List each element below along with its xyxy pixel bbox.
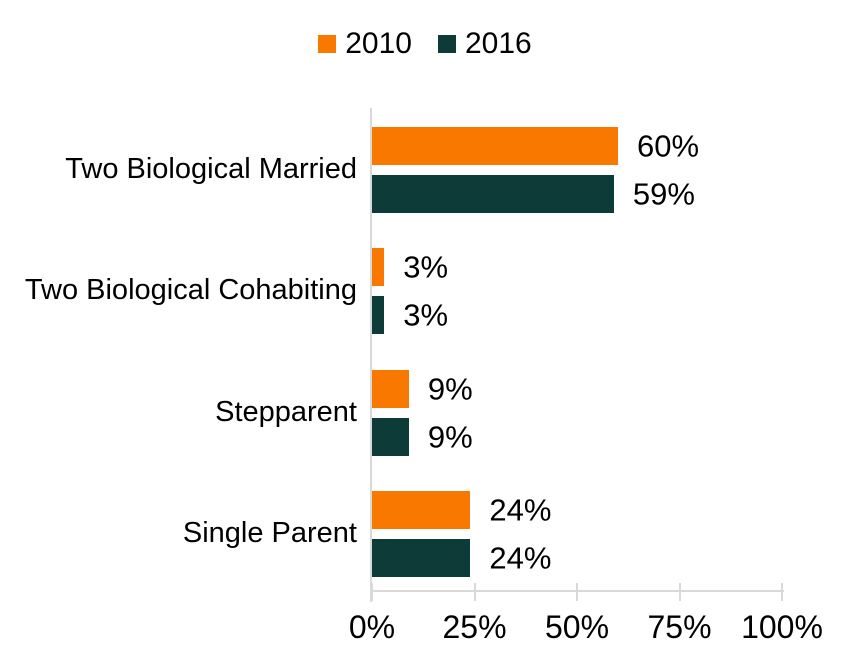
value-label: 60% [637,128,700,164]
x-tick-label: 75% [647,609,712,645]
category-label: Stepparent [215,395,357,428]
legend-swatch-2010 [318,35,337,53]
legend-item-2016: 2016 [438,29,532,59]
value-label: 3% [403,249,449,285]
x-tick-mark [371,583,373,601]
legend-item-2010: 2010 [318,29,412,59]
legend-swatch-2016 [438,35,456,53]
value-label: 59% [632,176,695,212]
value-label: 9% [427,419,473,455]
value-label: 24% [489,540,552,576]
bar-2010-0 [372,127,618,165]
x-tick-label: 0% [348,609,396,645]
category-label: Single Parent [182,516,357,549]
x-tick-label: 25% [442,609,507,645]
value-label: 3% [403,297,449,333]
category-label: Two Biological Cohabiting [24,274,357,307]
plot-area: 60% 59% 3% 3% 9% 9% 24% 24% [370,108,784,602]
bar-2016-2 [372,417,409,456]
y-axis-line [370,108,372,602]
x-axis-ticks: 0% 25% 50% 75% 100% [349,609,823,655]
bar-2016-3 [372,538,471,577]
value-label: 9% [427,371,473,407]
legend-label-2016: 2016 [465,27,532,60]
x-tick-mark [576,583,578,601]
bar-2010-3 [372,490,471,529]
bar-2010-2 [372,369,409,408]
x-tick-mark [678,583,681,601]
legend: 2010 2016 [0,29,850,59]
bar-2016-0 [372,175,614,213]
bar-2016-1 [372,296,385,335]
x-tick-mark [473,583,476,601]
bar-2010-1 [372,248,385,287]
legend-label-2010: 2010 [345,27,412,60]
x-tick-label: 100% [741,609,823,645]
x-tick-mark [781,583,783,601]
category-label: Two Biological Married [65,153,357,186]
value-label: 24% [489,492,552,528]
x-tick-label: 50% [544,609,610,645]
category-axis: Two Biological Married Two Biological Coh… [0,108,357,591]
